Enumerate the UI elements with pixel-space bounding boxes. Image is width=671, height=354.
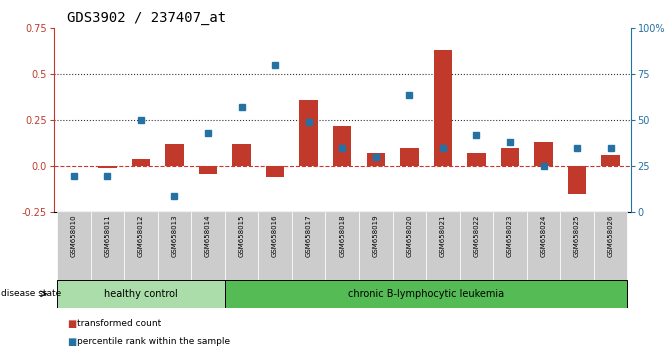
Bar [258,212,292,280]
Text: GSM658021: GSM658021 [440,215,446,257]
Bar [158,212,191,280]
Text: GSM658022: GSM658022 [474,215,479,257]
Bar [325,212,359,280]
Bar [493,212,527,280]
Bar [501,148,519,166]
Bar [232,144,251,166]
Bar [225,280,627,308]
Bar [266,166,285,177]
Text: GSM658025: GSM658025 [574,215,580,257]
Text: GSM658015: GSM658015 [239,215,244,257]
Text: ■: ■ [67,337,76,347]
Bar [132,159,150,166]
Bar [225,212,258,280]
Text: GSM658011: GSM658011 [105,215,110,257]
Text: GSM658023: GSM658023 [507,215,513,257]
Bar [292,212,325,280]
Bar [199,166,217,174]
Bar [366,154,385,166]
Bar [568,166,586,194]
Text: healthy control: healthy control [104,289,178,299]
Bar [359,212,393,280]
Bar [333,126,352,166]
Text: GSM658020: GSM658020 [407,215,412,257]
Text: GSM658019: GSM658019 [373,215,378,257]
Text: GSM658014: GSM658014 [205,215,211,257]
Text: GSM658017: GSM658017 [306,215,311,257]
Text: disease state: disease state [1,289,61,298]
Text: GSM658026: GSM658026 [608,215,613,257]
Bar [191,212,225,280]
Text: GSM658012: GSM658012 [138,215,144,257]
Bar [460,212,493,280]
Bar [165,144,184,166]
Bar [299,100,318,166]
Bar [601,155,620,166]
Text: percentile rank within the sample: percentile rank within the sample [77,337,230,346]
Text: ■: ■ [67,319,76,329]
Text: GDS3902 / 237407_at: GDS3902 / 237407_at [67,11,226,25]
Text: GSM658016: GSM658016 [272,215,278,257]
Bar [534,142,553,166]
Text: GSM658013: GSM658013 [172,215,177,257]
Text: transformed count: transformed count [77,319,162,329]
Bar [426,212,460,280]
Bar [57,212,91,280]
Bar [393,212,426,280]
Bar [527,212,560,280]
Bar [467,154,486,166]
Bar [594,212,627,280]
Text: GSM658010: GSM658010 [71,215,76,257]
Bar [124,212,158,280]
Bar [91,212,124,280]
Bar [433,50,452,166]
Bar [57,280,225,308]
Bar [400,148,419,166]
Text: GSM658018: GSM658018 [340,215,345,257]
Bar [98,166,117,168]
Text: GSM658024: GSM658024 [541,215,546,257]
Bar [560,212,594,280]
Text: chronic B-lymphocytic leukemia: chronic B-lymphocytic leukemia [348,289,504,299]
